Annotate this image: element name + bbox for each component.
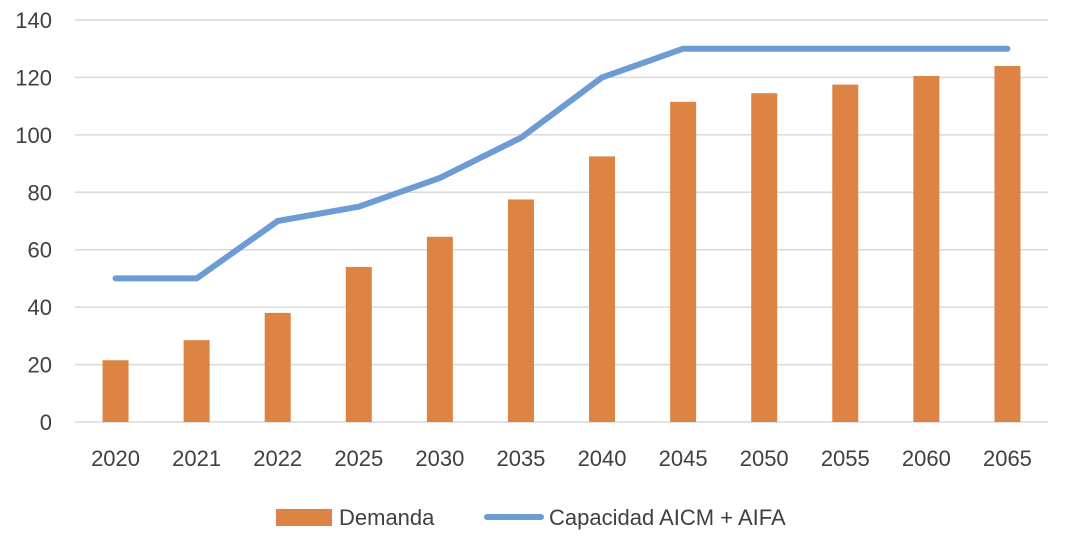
x-tick-label: 2055 bbox=[821, 446, 870, 471]
bar-demanda bbox=[508, 199, 534, 422]
y-tick-label: 40 bbox=[28, 295, 52, 320]
bar-demanda bbox=[832, 85, 858, 422]
legend-swatch-demanda bbox=[276, 509, 332, 526]
bar-demanda bbox=[994, 66, 1020, 422]
x-tick-label: 2050 bbox=[740, 446, 789, 471]
x-tick-label: 2025 bbox=[334, 446, 383, 471]
y-tick-label: 120 bbox=[15, 65, 52, 90]
y-tick-label: 0 bbox=[40, 410, 52, 435]
y-tick-label: 140 bbox=[15, 8, 52, 33]
x-tick-label: 2030 bbox=[415, 446, 464, 471]
legend-label-capacidad: Capacidad AICM + AIFA bbox=[549, 505, 786, 530]
line-capacidad bbox=[116, 49, 1008, 279]
x-tick-label: 2045 bbox=[659, 446, 708, 471]
x-tick-label: 2060 bbox=[902, 446, 951, 471]
bar-demanda bbox=[670, 102, 696, 422]
bar-demanda bbox=[589, 156, 615, 422]
y-tick-label: 80 bbox=[28, 180, 52, 205]
bar-demanda bbox=[265, 313, 291, 422]
bar-demanda bbox=[427, 237, 453, 422]
bar-demanda bbox=[103, 360, 129, 422]
bar-demanda bbox=[184, 340, 210, 422]
bar-demanda bbox=[913, 76, 939, 422]
x-tick-label: 2065 bbox=[983, 446, 1032, 471]
y-tick-label: 20 bbox=[28, 353, 52, 378]
x-tick-label: 2035 bbox=[496, 446, 545, 471]
y-tick-label: 100 bbox=[15, 123, 52, 148]
legend-label-demanda: Demanda bbox=[339, 505, 435, 530]
x-tick-label: 2020 bbox=[91, 446, 140, 471]
x-tick-label: 2021 bbox=[172, 446, 221, 471]
bar-demanda bbox=[751, 93, 777, 422]
bar-demanda bbox=[346, 267, 372, 422]
x-tick-label: 2040 bbox=[578, 446, 627, 471]
x-tick-label: 2022 bbox=[253, 446, 302, 471]
y-tick-label: 60 bbox=[28, 238, 52, 263]
